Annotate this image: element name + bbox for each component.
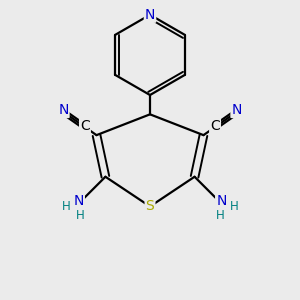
Text: C: C (80, 119, 90, 133)
Text: N: N (145, 8, 155, 22)
Text: N: N (74, 194, 84, 208)
Text: H: H (76, 209, 85, 223)
Text: N: N (231, 103, 242, 117)
Text: H: H (230, 200, 238, 213)
Text: S: S (146, 200, 154, 214)
Text: N: N (216, 194, 226, 208)
Text: H: H (62, 200, 70, 213)
Text: N: N (58, 103, 69, 117)
Text: H: H (215, 209, 224, 223)
Text: C: C (210, 119, 220, 133)
